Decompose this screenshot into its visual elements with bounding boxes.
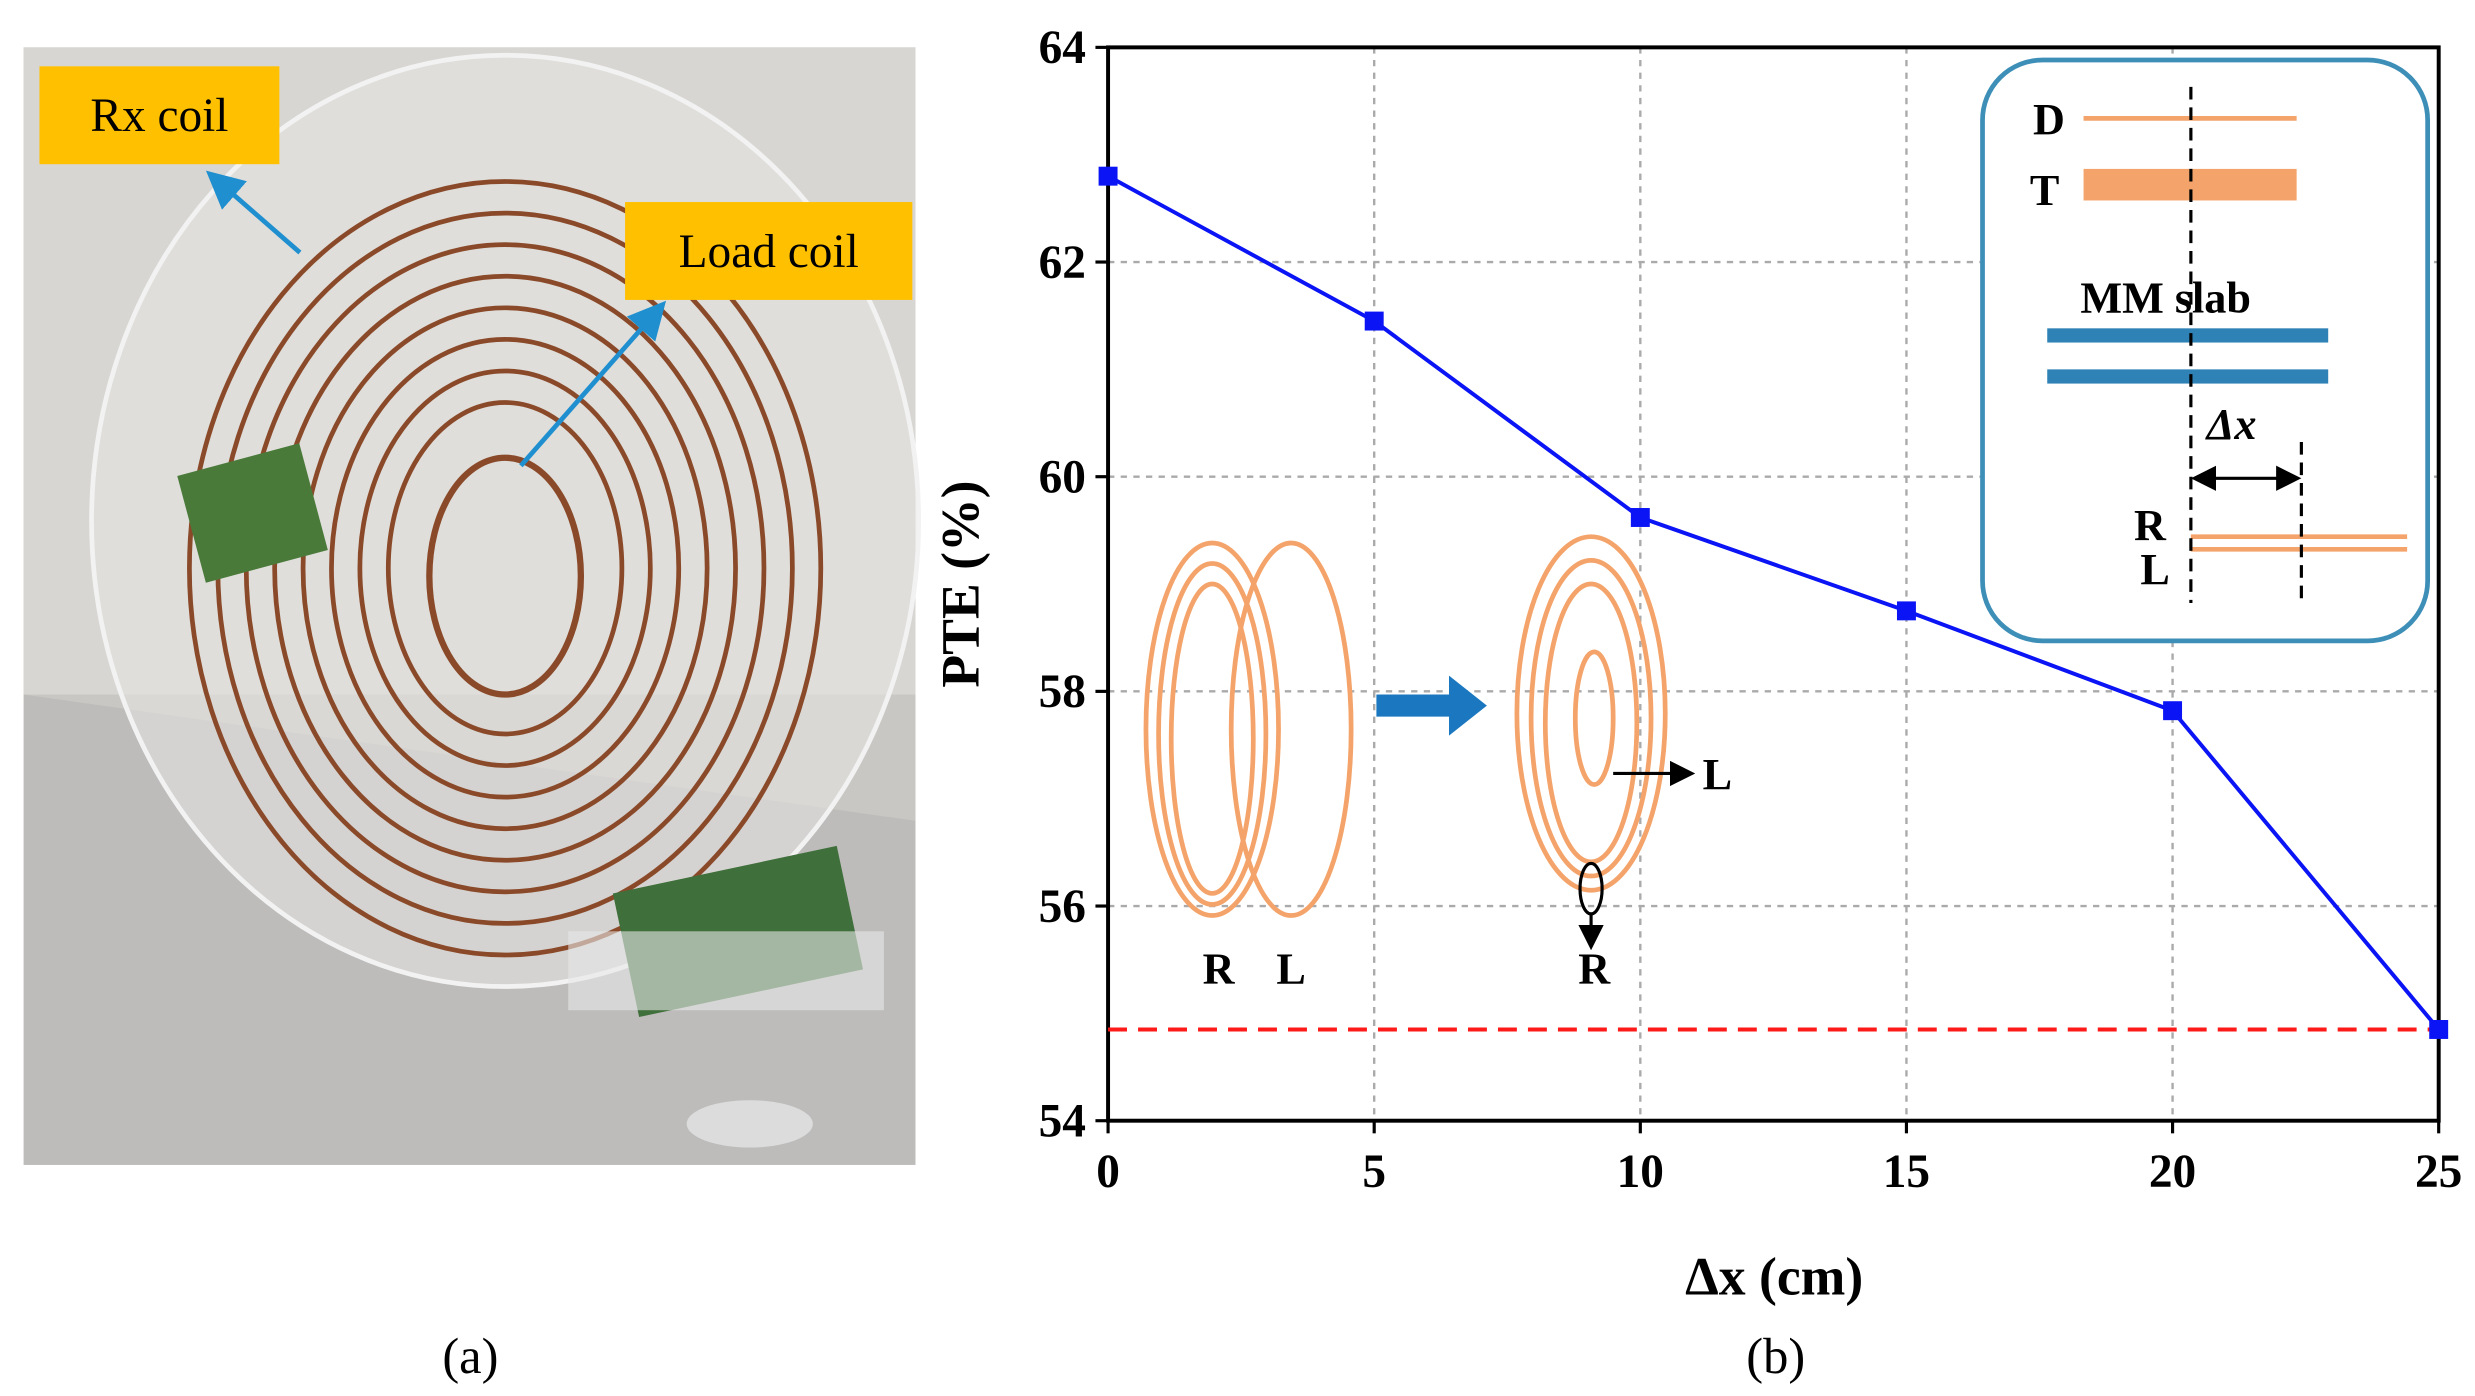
photo-panel: Rx coil Load coil — [23, 47, 922, 1165]
coils-after — [1514, 534, 1668, 893]
y-tick-label: 54 — [1039, 1095, 1086, 1147]
annotation: T — [2030, 166, 2059, 215]
stand-base — [686, 1100, 813, 1148]
x-axis-label: Δx (cm) — [1685, 1246, 1863, 1306]
inset-frame — [1980, 57, 2431, 644]
point — [1364, 311, 1384, 331]
annotation: MM slab — [2080, 274, 2251, 323]
callout-box — [625, 202, 913, 300]
y-tick-label: 56 — [1039, 881, 1086, 933]
y-tick-label: 62 — [1039, 237, 1086, 289]
panel-label: (a) — [442, 1328, 498, 1384]
series-line — [1107, 174, 2441, 1031]
point — [2429, 1020, 2449, 1039]
y-tick-label: 64 — [1039, 22, 1086, 74]
annotation: R — [1203, 944, 1236, 993]
x-tick-label: 20 — [2149, 1146, 2196, 1198]
slab — [2047, 328, 2329, 343]
y-axis-label: PTE (%) — [931, 480, 991, 687]
stand — [568, 931, 884, 1011]
slab — [2047, 369, 2329, 384]
callout: Load coil — [679, 226, 859, 278]
x-tick-label: 10 — [1617, 1146, 1664, 1198]
annotation: R — [2134, 501, 2167, 550]
transform-arrow — [1376, 675, 1487, 736]
point — [2163, 701, 2183, 721]
callout-arrow — [519, 300, 667, 468]
annotation: L — [1703, 750, 1732, 799]
callout-arrow — [205, 170, 302, 255]
point — [1098, 166, 1118, 186]
point — [1630, 508, 1650, 527]
coils-before — [1143, 540, 1354, 918]
y-tick-label: 58 — [1039, 666, 1086, 718]
inset: D T MM slab Δx R L R L R L — [1143, 57, 2431, 993]
x-tick-label: 25 — [2415, 1146, 2462, 1198]
annotation: R — [1578, 944, 1611, 993]
panel-label: (b) — [1746, 1328, 1805, 1384]
annotation: Δx — [2205, 400, 2257, 449]
annotation: L — [2140, 545, 2169, 594]
plot-frame — [1106, 45, 2441, 1123]
x-tick-label: 5 — [1362, 1146, 1386, 1198]
y-tick-label: 60 — [1039, 451, 1086, 503]
pcb — [177, 443, 328, 583]
callout-box — [39, 66, 280, 165]
annotation: L — [1276, 944, 1305, 993]
x-tick-label: 0 — [1096, 1146, 1120, 1198]
callout: Rx coil — [90, 90, 228, 142]
annotation: D — [2033, 95, 2065, 144]
point — [1896, 601, 1916, 621]
x-tick-label: 15 — [1883, 1146, 1930, 1198]
